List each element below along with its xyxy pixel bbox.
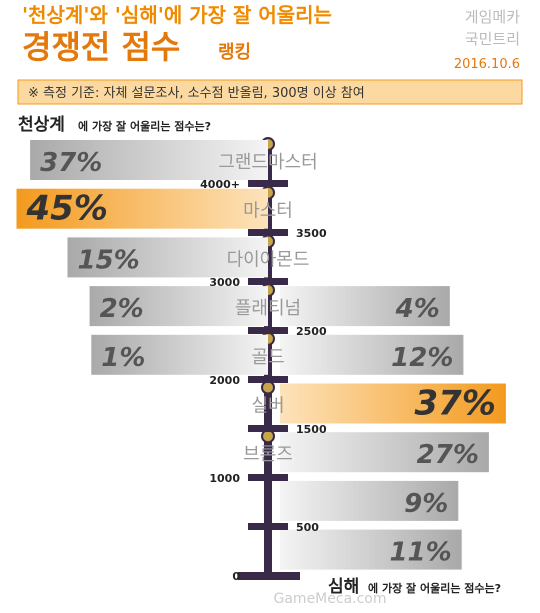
bar [280, 334, 464, 375]
bar [89, 286, 268, 327]
bar [280, 432, 489, 473]
tier-label: 플래티넘 [235, 298, 301, 319]
score-tick [248, 523, 288, 530]
score-tick [248, 327, 288, 334]
brand: 게임메카 [465, 8, 520, 26]
watermark: GameMeca.com [274, 591, 387, 607]
value-label: 27% [417, 440, 479, 470]
series-name: 심해 [328, 577, 359, 597]
value-label: 1% [101, 343, 145, 373]
value-label: 9% [404, 489, 448, 519]
score-tick [248, 229, 288, 236]
tier-label: 골드 [251, 347, 284, 368]
score-label: 2000 [209, 374, 240, 387]
value-label: 4% [395, 294, 440, 324]
tier-label: 브론즈 [243, 444, 293, 465]
score-label: 3000 [209, 276, 240, 289]
bar [16, 188, 268, 229]
title-line1: '천상계'와 '심해'에 가장 잘 어울리는 [22, 3, 332, 27]
score-label: 3500 [296, 227, 327, 240]
tier-label: 다이아몬드 [227, 249, 310, 270]
bar [30, 140, 268, 180]
note-banner [17, 79, 523, 105]
bar [91, 334, 268, 375]
value-label: 11% [389, 538, 451, 568]
date: 2016.10.6 [454, 57, 520, 72]
score-tick [248, 278, 288, 285]
brand: 국민트리 [465, 30, 520, 48]
pole-base [238, 572, 300, 580]
score-label: 1000 [209, 472, 240, 485]
tier-icon [261, 380, 275, 395]
value-label: 45% [26, 189, 108, 229]
tier-label: 마스터 [243, 201, 293, 222]
series-caption: 에 가장 잘 어울리는 점수는? [368, 581, 501, 595]
value-label: 37% [415, 384, 496, 424]
bar [280, 383, 506, 424]
title-suffix: 랭킹 [218, 42, 251, 63]
tier-label: 그랜드마스터 [218, 152, 317, 173]
value-label: 12% [391, 343, 453, 373]
value-label: 15% [78, 245, 140, 275]
score-label: 4000+ [200, 178, 240, 191]
score-tick [248, 474, 288, 481]
score-label: 1500 [296, 423, 327, 436]
score-label: 500 [296, 521, 319, 534]
series-name: 천상계 [18, 115, 65, 135]
value-label: 2% [100, 294, 144, 324]
score-tick [248, 425, 288, 432]
value-label: 37% [40, 148, 102, 178]
series-caption: 에 가장 잘 어울리는 점수는? [78, 119, 211, 133]
bar [280, 529, 462, 570]
note: ※ 측정 기준: 자체 설문조사, 소수점 반올림, 300명 이상 참여 [28, 86, 365, 101]
score-tick [248, 376, 288, 383]
score-label: 0 [232, 570, 240, 583]
tier-label: 실버 [251, 396, 284, 417]
bar [280, 480, 459, 521]
score-tick [248, 180, 288, 187]
title-main: 경쟁전 점수 [22, 28, 180, 66]
bar [280, 286, 450, 327]
score-label: 2500 [296, 325, 327, 338]
bar [67, 237, 268, 278]
